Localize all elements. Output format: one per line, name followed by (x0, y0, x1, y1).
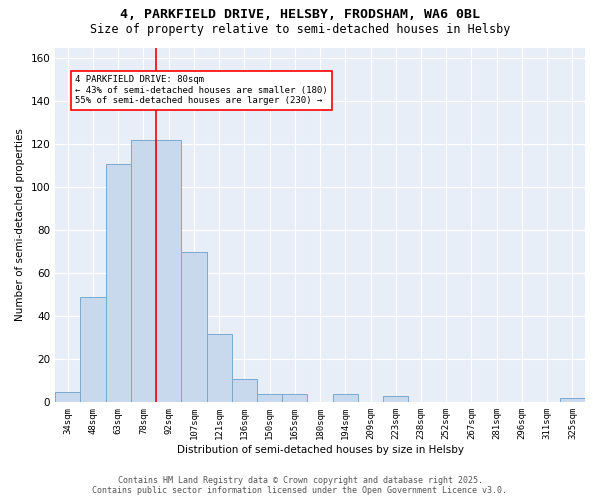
Bar (106, 164, 131, 402)
Bar (383, 396, 409, 402)
Text: 4, PARKFIELD DRIVE, HELSBY, FRODSHAM, WA6 0BL: 4, PARKFIELD DRIVE, HELSBY, FRODSHAM, WA… (120, 8, 480, 20)
Y-axis label: Number of semi-detached properties: Number of semi-detached properties (15, 128, 25, 322)
Bar (131, 140, 156, 402)
Bar (156, 140, 181, 402)
Text: 4 PARKFIELD DRIVE: 80sqm
← 43% of semi-detached houses are smaller (180)
55% of : 4 PARKFIELD DRIVE: 80sqm ← 43% of semi-d… (76, 76, 328, 106)
X-axis label: Distribution of semi-detached houses by size in Helsby: Distribution of semi-detached houses by … (176, 445, 464, 455)
Bar (257, 394, 282, 402)
Bar (282, 394, 307, 402)
Bar (332, 394, 358, 402)
Text: Contains HM Land Registry data © Crown copyright and database right 2025.
Contai: Contains HM Land Registry data © Crown c… (92, 476, 508, 495)
Bar (232, 378, 257, 402)
Bar (560, 398, 585, 402)
Text: Size of property relative to semi-detached houses in Helsby: Size of property relative to semi-detach… (90, 22, 510, 36)
Bar (181, 252, 206, 402)
Bar (206, 334, 232, 402)
Bar (80, 297, 106, 403)
Bar (55, 392, 80, 402)
